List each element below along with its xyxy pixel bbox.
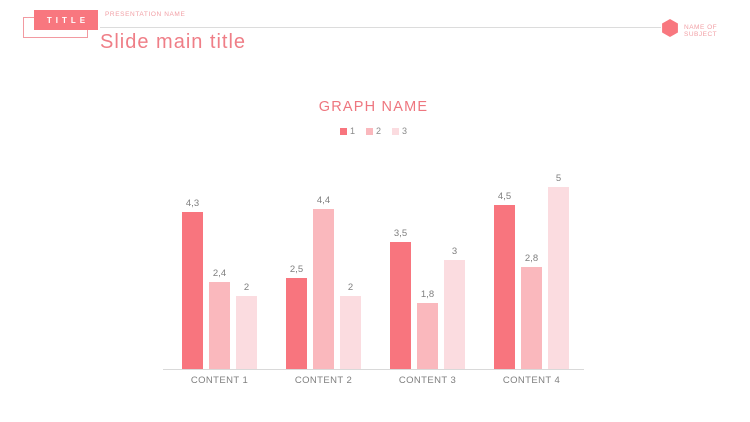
- legend-swatch-icon: [392, 127, 399, 135]
- bar-cell: 3: [444, 246, 465, 369]
- chart-title: GRAPH NAME: [318, 99, 429, 115]
- legend-swatch-icon: [339, 127, 347, 135]
- bar-value-label: 3: [451, 245, 458, 257]
- bar-cell: 4,3: [182, 198, 203, 369]
- bar-group: 4,5 2,8 5: [494, 173, 569, 369]
- x-axis-label: CONTENT 1: [190, 375, 249, 386]
- legend-item: 3: [392, 126, 407, 136]
- bar-series-3: [548, 187, 569, 369]
- bar-value-label: 2: [347, 282, 354, 294]
- bar-group: 3,5 1,8 3: [390, 228, 465, 369]
- bar-series-2: [313, 208, 334, 369]
- x-axis-labels: CONTENT 1 CONTENT 2 CONTENT 3 CONTENT 4: [163, 375, 584, 386]
- x-axis-label: CONTENT 4: [502, 375, 561, 386]
- bar-value-label: 1,8: [420, 289, 435, 301]
- bar-series-1: [182, 212, 203, 369]
- bar-value-label: 4,4: [316, 194, 331, 206]
- bar-cell: 2,8: [521, 253, 542, 369]
- bar-value-label: 3,5: [393, 227, 408, 239]
- bar-value-label: 2,5: [289, 264, 304, 275]
- title-badge-label: TITLE: [46, 15, 90, 25]
- legend-label: 2: [375, 126, 381, 136]
- bar-series-1: [390, 241, 411, 369]
- bar-cell: 2: [340, 282, 361, 369]
- legend-label: 3: [402, 126, 408, 136]
- subject-name-label: NAME OF SUBJECT: [684, 24, 718, 38]
- bar-group: 2,5 4,4 2: [286, 195, 361, 369]
- bar-value-label: 4,5: [497, 191, 512, 203]
- bar-series-1: [286, 278, 307, 369]
- bar-value-label: 5: [555, 173, 562, 184]
- bar-cell: 2: [236, 282, 257, 369]
- bar-series-2: [521, 267, 542, 369]
- hexagon-icon: [662, 19, 678, 37]
- header-divider-line: [100, 27, 661, 28]
- legend-item: 2: [365, 126, 381, 136]
- presentation-name-label: PRESENTATION NAME: [105, 11, 186, 18]
- plot-area: 4,3 2,4 2 2,5 4,4 2 3,5 1,8 3 4,5 2,8 5: [163, 150, 584, 370]
- bar-value-label: 2,4: [212, 267, 227, 279]
- bar-group: 4,3 2,4 2: [182, 198, 257, 369]
- bar-value-label: 2: [243, 282, 250, 294]
- bar-series-1: [494, 205, 515, 369]
- bar-series-3: [444, 259, 465, 369]
- bar-cell: 3,5: [390, 228, 411, 369]
- bar-cell: 1,8: [417, 289, 438, 369]
- legend-swatch-icon: [365, 127, 373, 135]
- bar-cell: 5: [548, 173, 569, 369]
- title-badge: TITLE: [34, 10, 98, 30]
- x-axis-label: CONTENT 3: [398, 375, 457, 386]
- bar-cell: 2,5: [286, 264, 307, 369]
- bar-cell: 2,4: [209, 268, 230, 369]
- bar-cell: 4,5: [494, 191, 515, 369]
- bar-value-label: 4,3: [185, 198, 200, 210]
- bar-series-2: [209, 281, 230, 369]
- bar-cell: 4,4: [313, 195, 334, 369]
- x-axis-label: CONTENT 2: [294, 375, 353, 386]
- bar-series-2: [417, 303, 438, 369]
- bar-series-3: [236, 296, 257, 369]
- bar-series-3: [340, 296, 361, 369]
- chart-legend: 1 2 3: [163, 126, 584, 136]
- bar-value-label: 2,8: [524, 253, 539, 265]
- legend-label: 1: [349, 126, 355, 136]
- slide-main-title: Slide main title: [100, 31, 247, 53]
- legend-item: 1: [339, 126, 355, 136]
